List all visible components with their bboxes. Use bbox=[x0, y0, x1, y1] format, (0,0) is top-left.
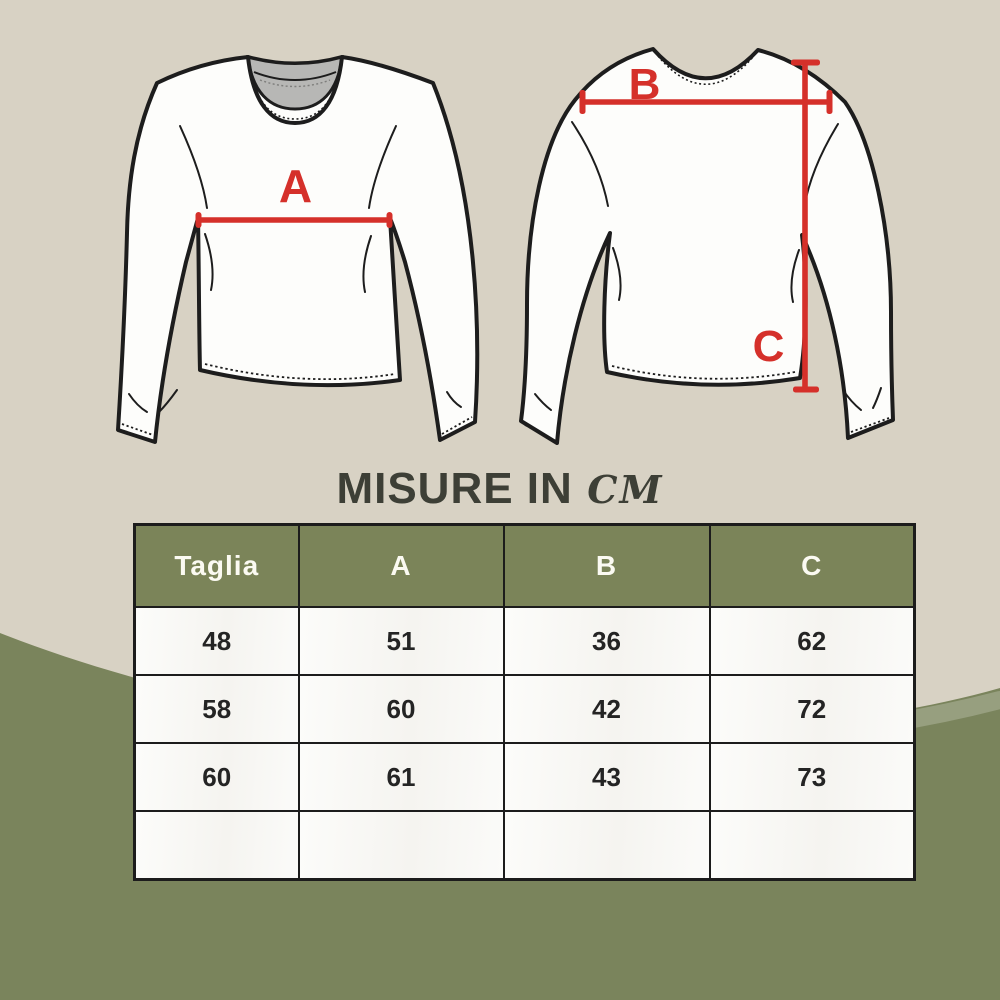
column-header-b: B bbox=[502, 523, 711, 608]
table-cell: 72 bbox=[708, 674, 916, 744]
table-cell: 51 bbox=[297, 606, 505, 676]
title-main: MISURE IN bbox=[336, 464, 573, 513]
table-cell bbox=[133, 810, 300, 881]
column-header-a: A bbox=[297, 523, 505, 608]
table-row bbox=[133, 810, 916, 881]
title-unit: CM bbox=[587, 467, 664, 512]
front-left-cuff-stitch bbox=[121, 423, 154, 436]
table-cell: 36 bbox=[502, 606, 711, 676]
table-cell: 60 bbox=[297, 674, 505, 744]
front-backcollar-seam bbox=[253, 71, 337, 81]
size-table: Taglia A B C 48 51 36 62 58 60 42 72 60 … bbox=[133, 523, 916, 881]
back-left-cuff-stitch bbox=[524, 424, 555, 441]
table-cell: 58 bbox=[133, 674, 300, 744]
measure-label-c: C bbox=[752, 322, 786, 371]
measure-line-b bbox=[579, 90, 833, 114]
table-cell: 61 bbox=[297, 742, 505, 812]
back-right-cuff-stitch bbox=[850, 417, 890, 433]
front-fold-lines bbox=[128, 125, 462, 413]
table-cell: 42 bbox=[502, 674, 711, 744]
front-body-outline bbox=[116, 55, 480, 444]
table-cell: 43 bbox=[502, 742, 711, 812]
measure-label-b: B bbox=[628, 60, 662, 109]
table-header-row: Taglia A B C bbox=[133, 523, 916, 608]
front-collar-band bbox=[246, 55, 344, 126]
table-cell: 62 bbox=[708, 606, 916, 676]
table-cell: 60 bbox=[133, 742, 300, 812]
table-cell: 48 bbox=[133, 606, 300, 676]
back-body-outline bbox=[519, 47, 895, 445]
table-cell bbox=[708, 810, 916, 881]
table-row: 60 61 43 73 bbox=[133, 742, 916, 812]
measure-line-c bbox=[791, 59, 820, 393]
column-header-taglia: Taglia bbox=[133, 523, 300, 608]
table-cell bbox=[502, 810, 711, 881]
back-fold-lines bbox=[534, 121, 882, 411]
front-backcollar-stitch bbox=[259, 79, 331, 88]
measure-label-a: A bbox=[278, 160, 314, 212]
measure-line-a bbox=[195, 212, 393, 228]
table-row: 48 51 36 62 bbox=[133, 606, 916, 676]
table-row: 58 60 42 72 bbox=[133, 674, 916, 744]
page-title: MISURE IN CM bbox=[0, 464, 1000, 514]
front-right-cuff-stitch bbox=[441, 416, 473, 435]
table-cell bbox=[297, 810, 505, 881]
shirt-back-diagram bbox=[519, 47, 895, 445]
shirt-front-diagram bbox=[116, 54, 480, 444]
back-collar-stitch bbox=[657, 55, 754, 86]
column-header-c: C bbox=[708, 523, 916, 608]
back-hem-stitch bbox=[611, 365, 796, 380]
table-cell: 73 bbox=[708, 742, 916, 812]
front-neck-inner bbox=[246, 54, 344, 111]
